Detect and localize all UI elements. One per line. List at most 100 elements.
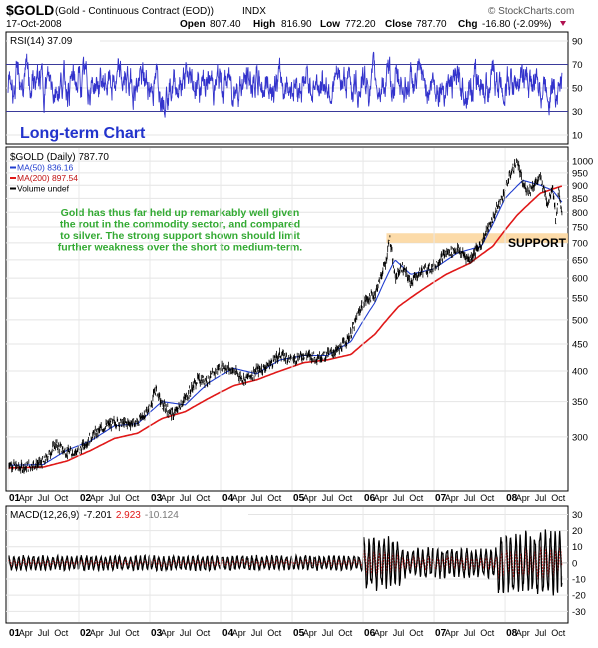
x-axis-bottom-label: 01 (9, 628, 21, 639)
support-label: SUPPORT (508, 236, 567, 250)
x-axis-bottom-label: 03 (151, 628, 163, 639)
rsi-tick-label: 70 (572, 60, 583, 71)
low-value: 772.20 (345, 19, 376, 30)
x-axis-bottom-label: Jul (38, 628, 50, 638)
x-axis-top-label: 08 (506, 493, 518, 504)
rsi-panel: RSI(14) 37.09 90 70 50 30 10 (5, 31, 583, 145)
x-axis-bottom-label: Oct (551, 628, 566, 638)
rsi-tick-label: 90 (572, 37, 583, 48)
annotation-text: Gold has thus far held up remarkably wel… (58, 207, 303, 254)
price-tick-label: 750 (572, 223, 588, 234)
header-exchange: INDX (242, 6, 266, 17)
x-axis-top-label: 05 (293, 493, 305, 504)
price-tick-label: 400 (572, 367, 588, 378)
x-axis-bottom-label: Apr (303, 628, 317, 638)
price-tick-label: 500 (572, 315, 588, 326)
x-axis-bottom-label: 02 (80, 628, 92, 639)
x-axis-bottom-label: Apr (19, 628, 33, 638)
rsi-tick-label: 50 (572, 84, 583, 95)
x-axis-top-label: Oct (480, 493, 495, 503)
macd-hist-value: -10.124 (145, 510, 179, 521)
x-axis-bottom-label: Jul (535, 628, 547, 638)
x-axis-bottom-label: Apr (90, 628, 104, 638)
x-axis-top-label: 01 (9, 493, 21, 504)
close-label: Close (385, 19, 413, 30)
chg-label: Chg (458, 19, 477, 30)
rsi-tick-label: 10 (572, 130, 583, 141)
x-axis-bottom-label: Apr (232, 628, 246, 638)
macd-panel: MACD(12,26,9) -7.201 2.923 -10.124 30 20 10 0 -… (5, 505, 586, 624)
ohlc-readout: Open 807.40 High 816.90 Low 772.20 Close… (180, 19, 551, 30)
price-tick-label: 300 (572, 432, 588, 443)
x-axis-top-label: Jul (322, 493, 334, 503)
x-axis-top-label: Apr (232, 493, 246, 503)
x-axis-bottom-label: Oct (196, 628, 211, 638)
chg-down-icon (560, 21, 566, 26)
x-axis-top-label: Apr (374, 493, 388, 503)
x-axis-top-label: Oct (54, 493, 69, 503)
macd-label-name: MACD(12,26,9) (10, 510, 79, 521)
x-axis-top-label: Apr (19, 493, 33, 503)
x-axis-top-label: Jul (109, 493, 121, 503)
x-axis-bottom-label: Jul (322, 628, 334, 638)
x-axis-top-label: Jul (535, 493, 547, 503)
macd-tick-label: -20 (572, 591, 586, 602)
x-axis-bottom-label: 05 (293, 628, 305, 639)
macd-label: MACD(12,26,9) -7.201 2.923 -10.124 (10, 510, 179, 521)
price-bars (7, 158, 563, 474)
chg-value: -16.80 (-2.09%) (482, 19, 551, 30)
x-axis-bottom-label: Jul (464, 628, 476, 638)
annotation-line: Gold has thus far held up remarkably wel… (61, 207, 300, 219)
x-axis-bottom-label: Oct (267, 628, 282, 638)
x-axis-bottom-label: Apr (161, 628, 175, 638)
x-axis-top-label: 07 (435, 493, 447, 504)
x-axis-top-label: Oct (409, 493, 424, 503)
price-tick-label: 900 (572, 181, 588, 192)
x-axis-top-label: Jul (393, 493, 405, 503)
macd-label-bg (8, 509, 248, 521)
annotation-line: further weakness over the short to mediu… (58, 242, 303, 254)
x-axis-top-label: 03 (151, 493, 163, 504)
rsi-line (7, 51, 563, 118)
rsi-tick-label: 30 (572, 107, 583, 118)
chart-title: Long-term Chart (20, 125, 146, 142)
legend-label: Volume undef (17, 184, 70, 194)
high-label: High (253, 19, 275, 30)
x-axis-top-label: Jul (180, 493, 192, 503)
x-axis-top-label: Oct (551, 493, 566, 503)
macd-tick-label: 10 (572, 542, 583, 553)
x-axis-top-label: Oct (196, 493, 211, 503)
macd-tick-label: -10 (572, 575, 586, 586)
x-axis-bottom-label: 06 (364, 628, 376, 639)
price-frame (5, 146, 569, 492)
x-axis-top-label: 06 (364, 493, 376, 504)
high-value: 816.90 (281, 19, 312, 30)
macd-tick-label: -30 (572, 607, 586, 618)
x-axis-bottom-label: Oct (409, 628, 424, 638)
rsi-ticks: 90 70 50 30 10 (572, 37, 583, 142)
x-axis-bottom-label: Oct (125, 628, 140, 638)
annotation-line: to silver. The strong support shown shou… (60, 230, 300, 242)
x-axis-bottom-label: Oct (54, 628, 69, 638)
close-value: 787.70 (416, 19, 447, 30)
price-tick-label: 600 (572, 274, 588, 285)
x-axis-bottom-label: Jul (180, 628, 192, 638)
x-axis-top-label: Apr (303, 493, 317, 503)
x-axis-top-label: Apr (90, 493, 104, 503)
legend-label: MA(200) 897.54 (17, 173, 78, 183)
x-axis-bottom-label: 04 (222, 628, 234, 639)
x-axis-top-label: Oct (338, 493, 353, 503)
macd-value: -7.201 (83, 510, 112, 521)
x-axis-top-label: Oct (267, 493, 282, 503)
open-value: 807.40 (210, 19, 241, 30)
rsi-label-bg (8, 34, 100, 46)
x-axis-top-label: Apr (161, 493, 175, 503)
legend-price-label: $GOLD (Daily) 787.70 (10, 152, 109, 163)
macd-signal-value: 2.923 (116, 510, 141, 521)
x-axis-top-label: Jul (464, 493, 476, 503)
